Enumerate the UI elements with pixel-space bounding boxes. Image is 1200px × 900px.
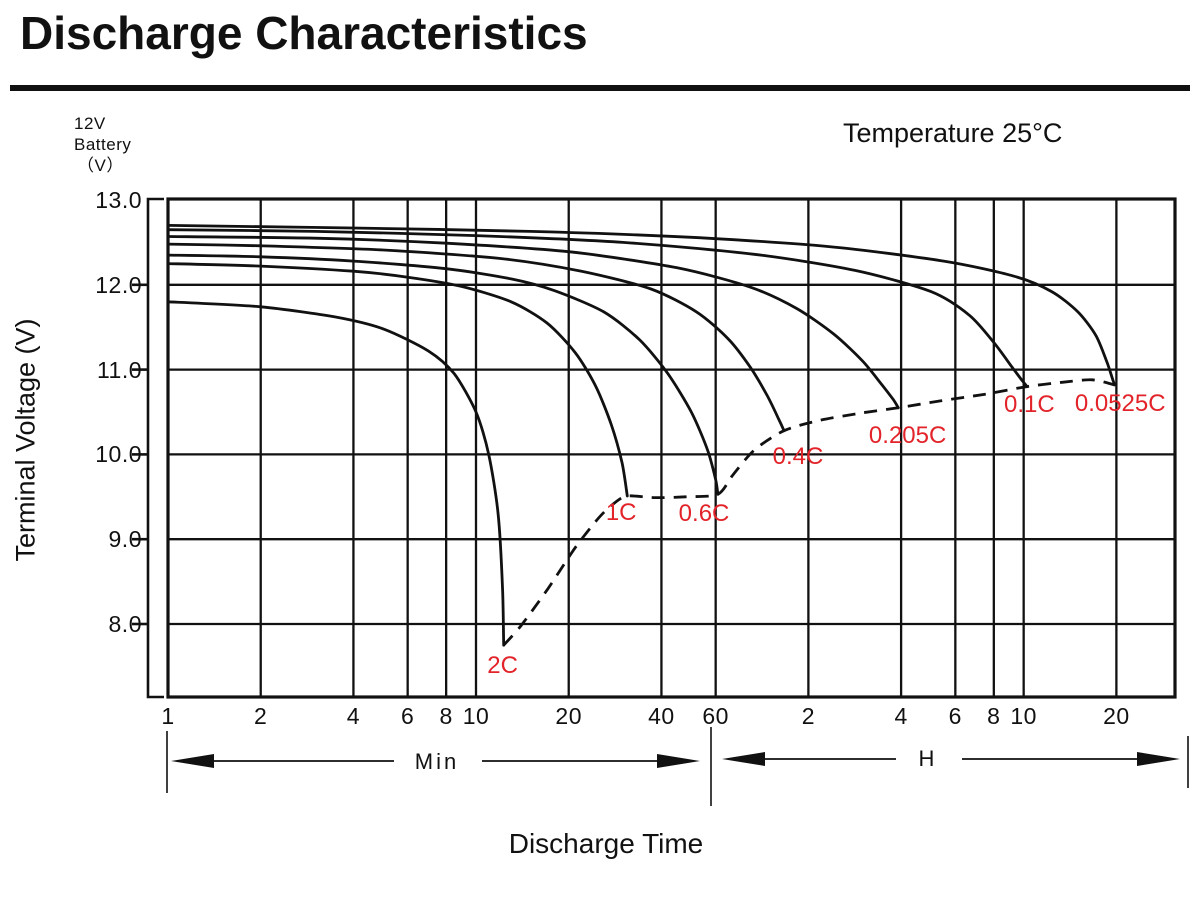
y-tick-label: 11.0 [96,356,142,383]
unit-label-line1: 12V [74,114,106,133]
temperature-label: Temperature 25°C [843,118,1063,148]
h-arrow-head-right [1137,752,1180,766]
discharge-curve-0.205c [166,235,900,410]
min-arrow-head-left [171,754,214,768]
curve-label-0.0525c: 0.0525C [1074,389,1166,417]
unit-label-line2: Battery [74,135,132,154]
curve-label-1c: 1C [605,498,637,526]
discharge-curve-0.4c [166,242,786,433]
curve-label-0.4c: 0.4C [772,442,824,470]
x-tick-label: 4 [894,703,908,729]
y-tick-label: 10.0 [95,441,142,468]
x-tick-label: 6 [401,703,415,729]
title-underline [10,85,1190,91]
x-tick-label: 4 [346,703,361,729]
x-tick-label: 10 [462,703,490,729]
y-tick-label: 9.0 [108,526,142,553]
x-tick-label: 8 [439,703,453,729]
curve-label-0.205c: 0.205C [868,421,947,449]
curve-label-0.1c: 0.1C [1003,391,1055,419]
min-range-label: Min [414,749,460,774]
x-tick-label: 60 [702,703,729,729]
curve-label-0.6c: 0.6C [678,499,730,527]
x-tick-label: 2 [801,703,816,729]
h-arrow-head-left [722,752,765,766]
y-axis-bracket [146,197,164,699]
h-range-label: H [918,746,938,771]
unit-label-line3: （V） [77,156,124,175]
x-tick-label: 40 [648,703,675,729]
discharge-curve-2c [166,300,506,647]
y-tick-label: 12.0 [95,271,142,298]
y-tick-label: 8.0 [108,611,142,637]
plot-frame [166,197,1177,699]
x-tick-label: 2 [254,703,268,729]
x-tick-label: 20 [555,703,582,729]
y-tick-label: 13.0 [95,187,142,213]
discharge-curve-0.0525c [166,224,1117,387]
x-tick-label: 20 [1103,703,1130,729]
discharge-curve-0.1c [166,228,1029,388]
discharge-curve-1c [166,262,629,498]
page-title: Discharge Characteristics [20,7,588,59]
x-tick-label: 10 [1010,703,1037,729]
discharge-curve-0.6c [166,253,720,496]
curve-label-2c: 2C [487,652,518,680]
x-axis-title: Discharge Time [508,828,704,859]
x-tick-label: 8 [987,703,1001,729]
min-arrow-head-right [657,754,700,768]
y-axis-unit-label: 12V Battery （V） [74,113,131,176]
x-tick-label: 6 [948,703,962,729]
x-tick-label: 1 [161,703,175,729]
cutoff-voltage-locus [502,378,1116,647]
